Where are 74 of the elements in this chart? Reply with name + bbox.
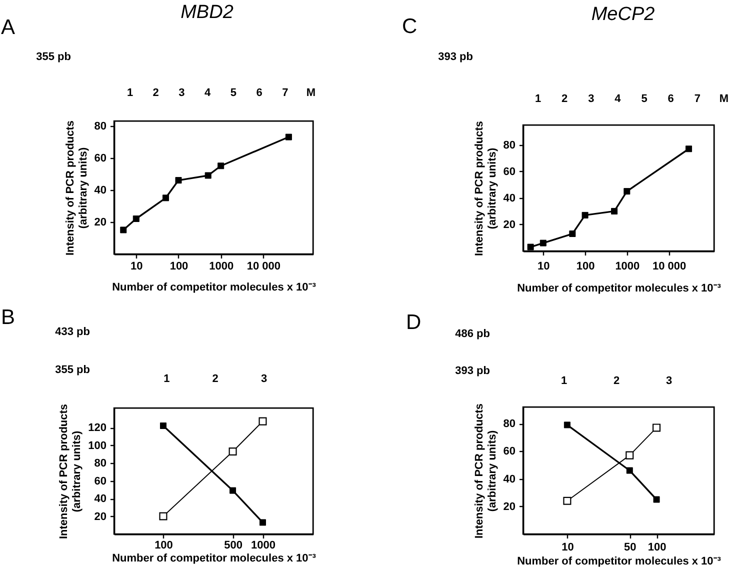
text: 393 pb [455,365,490,377]
text: 1 [164,373,170,385]
text: 355 pb [55,364,90,376]
y-tick-label: 120 [88,422,106,434]
y-tick-label: 20 [94,510,106,523]
text: 3 [588,93,594,105]
x-tick-label: 50 [624,542,636,554]
y-tick-label: 60 [94,152,106,164]
text: 5 [230,87,236,99]
text: 393 pb [438,51,474,63]
text: D [406,311,422,334]
y-tick-label: 40 [503,192,516,204]
text: 355 pb [36,51,72,63]
x-axis-title: Number of competitor molecules x 10⁻³ [112,282,316,294]
y-tick-label: 40 [503,473,516,486]
x-tick-label: 10 [538,260,550,272]
text: 2 [562,93,568,105]
text: M [719,93,729,105]
x-tick-label: 1000 [250,540,276,552]
y-tick-label: 80 [503,418,516,430]
x-tick-label: 1000 [209,260,234,272]
y-tick-label: 40 [94,493,106,506]
x-tick-label: 500 [224,540,242,552]
text: 3 [666,375,672,387]
y-tick-label: 20 [503,218,516,231]
text: M [306,87,316,99]
x-tick-label: 100 [154,540,173,552]
text: 4 [204,87,212,99]
text: 1 [560,375,568,387]
y-axis-title: Intensity of PCR products (arbitrary units) [473,403,498,539]
x-axis-title: Number of competitor molecules x 10⁻³ [112,552,316,564]
y-tick-label: 60 [503,166,516,178]
text: 486 pb [455,328,490,340]
chart-title: MBD2 [180,2,234,23]
text: 4 [614,93,622,105]
text: 7 [282,87,288,99]
x-tick-label: 100 [576,260,595,272]
x-tick-label: 100 [170,260,188,272]
text: 1 [534,93,542,105]
y-tick-label: 40 [94,184,106,196]
text: 3 [178,87,185,99]
x-tick-label: 10 [562,542,574,554]
y-tick-label: 80 [503,139,516,152]
text: 2 [613,375,620,387]
text: B [1,306,16,329]
text: A [1,16,16,39]
text: 2 [152,87,159,99]
text: 6 [668,93,674,105]
x-tick-label: 100 [648,542,666,554]
x-axis-title: Number of competitor molecules x 10⁻³ [517,282,722,294]
y-tick-label: 60 [503,446,516,458]
text: 7 [694,93,700,105]
y-tick-label: 80 [94,120,106,132]
text: C [402,15,418,38]
text: 433 pb [55,326,90,338]
text: 1 [126,87,134,99]
x-axis-title: Number of competitor molecules x 10⁻³ [517,556,722,568]
text: 6 [256,87,262,99]
y-axis-title: Intensity of PCR products (arbitrary units) [58,404,84,540]
y-tick-label: 20 [94,216,106,228]
text: 5 [641,93,648,105]
x-tick-label: 1000 [615,260,640,272]
x-tick-label: 10 000 [246,260,281,272]
text: 2 [212,373,218,385]
chart-title: MeCP2 [591,4,656,25]
y-tick-label: 100 [88,440,106,452]
x-tick-label: 10 [130,260,143,272]
y-tick-label: 80 [94,458,106,470]
y-tick-label: 20 [503,500,516,513]
y-axis-title: Intensity of PCR products (arbitrary units) [64,120,90,256]
y-tick-label: 60 [94,475,106,488]
y-axis-title: Intensity of PCR products (arbitrary units) [473,120,498,256]
text: 3 [260,373,268,385]
x-tick-label: 10 000 [652,260,686,272]
